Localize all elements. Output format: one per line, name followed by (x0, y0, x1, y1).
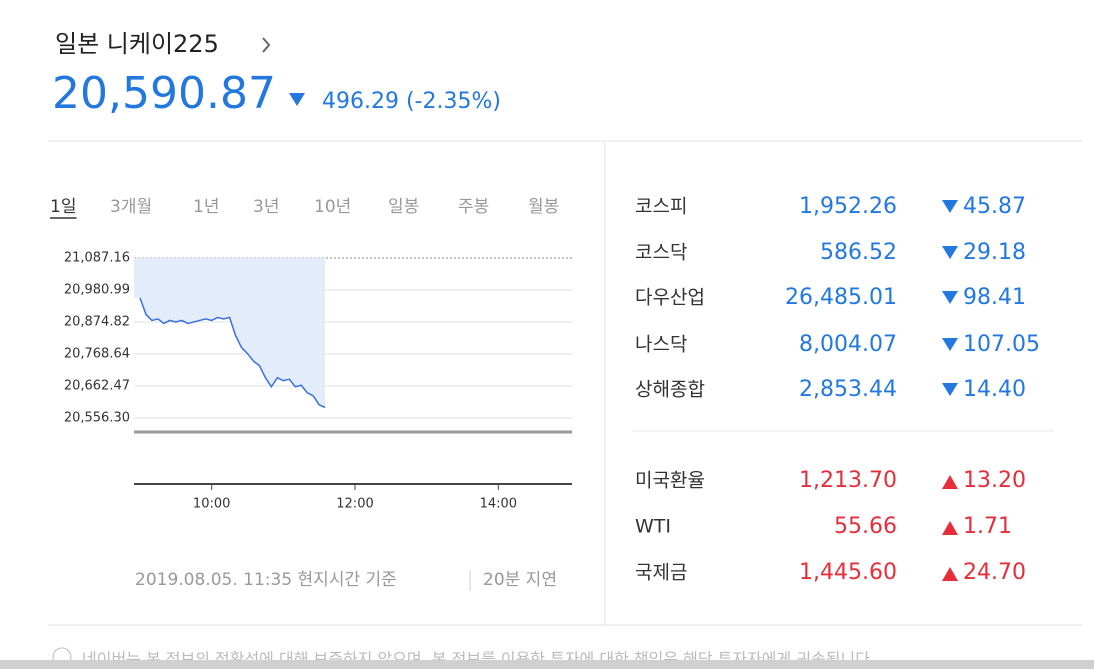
market-change: 45.87 (963, 194, 1026, 219)
market-name[interactable]: 나스닥 (635, 334, 687, 356)
down-triangle (289, 93, 305, 106)
market-change: 98.41 (963, 285, 1026, 310)
y-tick-label: 20,874.82 (64, 314, 130, 329)
arrow-icon[interactable] (262, 37, 271, 53)
market-change: 13.20 (963, 468, 1026, 493)
scrollbar[interactable] (0, 660, 1094, 669)
tab[interactable]: 1일 (50, 197, 76, 217)
x-tick-label: 12:00 (336, 497, 373, 512)
market-name[interactable]: 코스피 (635, 196, 687, 218)
market-value: 1,952.26 (799, 194, 897, 219)
price-change: 496.29 (-2.35%) (322, 89, 501, 114)
up-triangle (942, 475, 958, 489)
tab[interactable]: 3개월 (110, 197, 152, 217)
market-name[interactable]: 상해종합 (635, 379, 705, 401)
up-triangle (942, 567, 958, 581)
market-change: 14.40 (963, 377, 1026, 402)
delay: 20분 지연 (483, 570, 557, 590)
market-name[interactable]: 국제금 (635, 562, 687, 584)
up-triangle (942, 521, 958, 535)
down-triangle (942, 383, 958, 396)
market-value: 26,485.01 (785, 285, 897, 310)
price: 20,590.87 (52, 68, 276, 119)
y-tick-label: 20,980.99 (64, 282, 130, 297)
y-tick-label: 20,662.47 (64, 379, 130, 394)
tab[interactable]: 월봉 (528, 197, 559, 217)
price-line (139, 297, 326, 409)
tab[interactable]: 3년 (253, 197, 279, 217)
market-name[interactable]: 다우산업 (635, 287, 705, 309)
timestamp: 2019.08.05. 11:35 현지시간 기준 (135, 570, 397, 590)
market-change: 1.71 (963, 514, 1012, 539)
market-value: 1,445.60 (799, 560, 897, 585)
down-triangle (942, 200, 958, 213)
down-triangle (942, 338, 958, 351)
tab[interactable]: 주봉 (458, 197, 489, 217)
market-name[interactable]: 미국환율 (635, 470, 705, 492)
y-tick-label: 20,768.64 (64, 347, 130, 362)
market-change: 24.70 (963, 560, 1026, 585)
down-triangle (942, 246, 958, 259)
x-tick-label: 10:00 (193, 497, 230, 512)
tab[interactable]: 10년 (314, 197, 351, 217)
y-tick-label: 21,087.16 (64, 251, 130, 266)
market-value: 1,213.70 (799, 468, 897, 493)
market-name[interactable]: 코스닥 (635, 242, 687, 264)
market-change: 29.18 (963, 240, 1026, 265)
market-name[interactable]: WTI (635, 516, 671, 538)
index-title[interactable]: 일본 니케이225 (55, 30, 219, 58)
market-value: 55.66 (834, 514, 897, 539)
market-change: 107.05 (963, 332, 1040, 357)
market-value: 2,853.44 (799, 377, 897, 402)
y-tick-label: 20,556.30 (64, 411, 130, 426)
area-fill (134, 258, 326, 408)
tab[interactable]: 1년 (193, 197, 219, 217)
market-value: 8,004.07 (799, 332, 897, 357)
x-tick-label: 14:00 (480, 497, 517, 512)
tab[interactable]: 일봉 (388, 197, 419, 217)
market-value: 586.52 (820, 240, 897, 265)
down-triangle (942, 291, 958, 304)
